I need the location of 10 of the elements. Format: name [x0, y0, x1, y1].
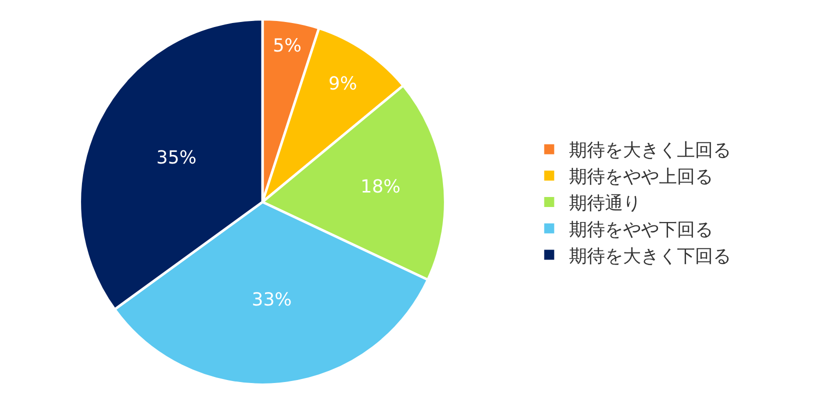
legend-label: 期待をやや下回る — [569, 219, 714, 240]
data-label: 18% — [360, 176, 401, 198]
legend-label: 期待通り — [569, 193, 642, 214]
data-label: 9% — [328, 73, 358, 94]
legend-label: 期待をやや上回る — [569, 166, 714, 188]
legend-label: 期待を大きく下回る — [569, 246, 732, 267]
data-label: 33% — [252, 289, 292, 310]
data-label: 35% — [156, 148, 196, 169]
data-label: 5% — [272, 35, 302, 56]
legend-label: 期待を大きく上回る — [569, 140, 732, 162]
